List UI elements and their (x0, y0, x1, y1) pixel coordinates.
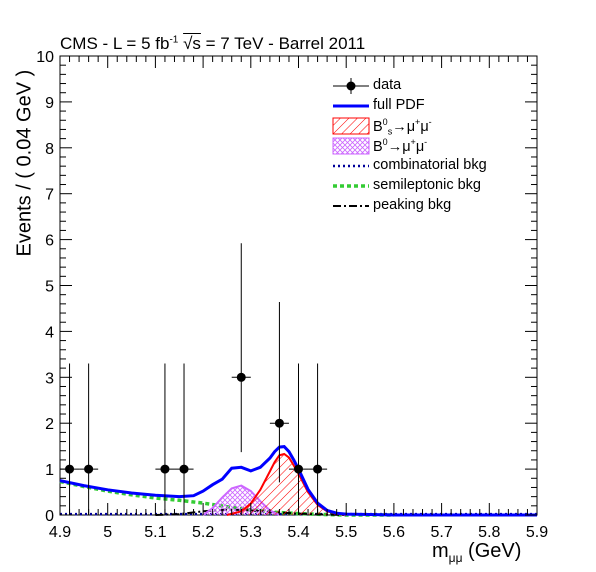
data-point (160, 464, 170, 474)
y-tick-label: 6 (45, 233, 54, 250)
x-tick-label: 5.8 (478, 524, 500, 541)
y-tick-label: 7 (45, 187, 54, 204)
y-axis-label: Events / ( 0.04 GeV ) (13, 69, 36, 257)
y-tick-label: 10 (36, 49, 54, 66)
x-tick-label: 5.7 (430, 524, 452, 541)
y-tick-label: 1 (45, 462, 54, 479)
data-point (313, 464, 323, 474)
data-point (84, 464, 94, 474)
y-tick-label: 2 (45, 416, 54, 433)
x-tick-label: 4.9 (49, 524, 71, 541)
y-tick-label: 9 (45, 95, 54, 112)
x-tick-label: 5.6 (383, 524, 405, 541)
y-tick-label: 0 (45, 508, 54, 525)
y-tick-label: 3 (45, 370, 54, 387)
legend-symbol-b0 (332, 137, 370, 155)
x-tick-label: 5.4 (287, 524, 309, 541)
chart-title: CMS - L = 5 fb-1 √s = 7 TeV - Barrel 201… (60, 34, 366, 53)
x-tick-label: 5.2 (192, 524, 214, 541)
x-tick-label: 5.1 (144, 524, 166, 541)
data-point (274, 418, 284, 428)
y-tick-label: 4 (45, 324, 54, 341)
x-tick-label: 5.9 (526, 524, 548, 541)
legend-symbol-bs (332, 117, 370, 135)
legend-symbol-data (346, 81, 356, 91)
x-tick-label: 5.3 (240, 524, 262, 541)
data-point (236, 372, 246, 382)
data-point (294, 464, 303, 474)
x-tick-label: 5 (103, 524, 112, 541)
x-tick-label: 5.5 (335, 524, 357, 541)
y-tick-label: 5 (45, 279, 54, 296)
y-tick-label: 8 (45, 141, 54, 158)
bs-mumu-fill (226, 454, 347, 515)
x-axis-label: mμμ (GeV) (432, 540, 522, 565)
data-point (179, 464, 189, 474)
